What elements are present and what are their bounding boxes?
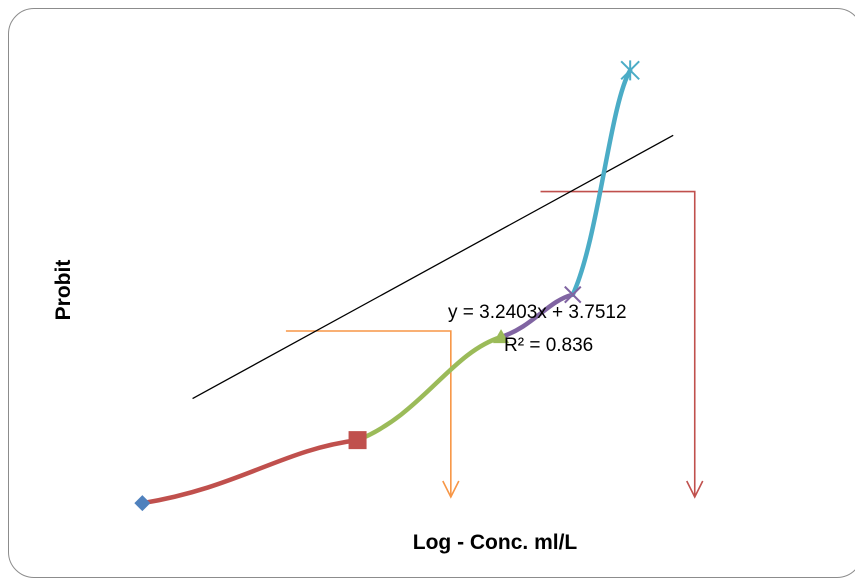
data-point-2 xyxy=(348,431,367,450)
data-point-5 xyxy=(620,60,640,81)
series-segment-3 xyxy=(498,292,576,340)
lc-guide-arrow-1 xyxy=(442,480,460,499)
series-segment-2 xyxy=(355,334,504,443)
x-axis-label: Log - Conc. ml/L xyxy=(413,531,578,554)
data-point-3 xyxy=(493,329,510,344)
chart-frame xyxy=(8,8,855,578)
lc-guide-line-2 xyxy=(540,190,696,497)
marker-layer xyxy=(134,60,640,512)
trendline-equation: y = 3.2403x + 3.7512 xyxy=(448,302,627,323)
r-squared-label: R² = 0.836 xyxy=(504,335,593,356)
y-axis-label: Probit xyxy=(52,260,75,321)
series-layer xyxy=(140,68,633,506)
lc-guide-layer xyxy=(285,190,704,499)
series-segment-1 xyxy=(140,437,360,506)
lc-guide-arrow-2 xyxy=(686,480,704,499)
linear-trendline xyxy=(192,134,674,400)
chart-canvas: y = 3.2403x + 3.7512 R² = 0.836 Probit L… xyxy=(52,60,704,554)
data-point-1 xyxy=(134,495,151,512)
data-point-4 xyxy=(564,285,582,304)
series-segment-4 xyxy=(570,68,633,297)
lc-guide-line-1 xyxy=(285,330,452,497)
trendline-layer xyxy=(192,134,674,400)
